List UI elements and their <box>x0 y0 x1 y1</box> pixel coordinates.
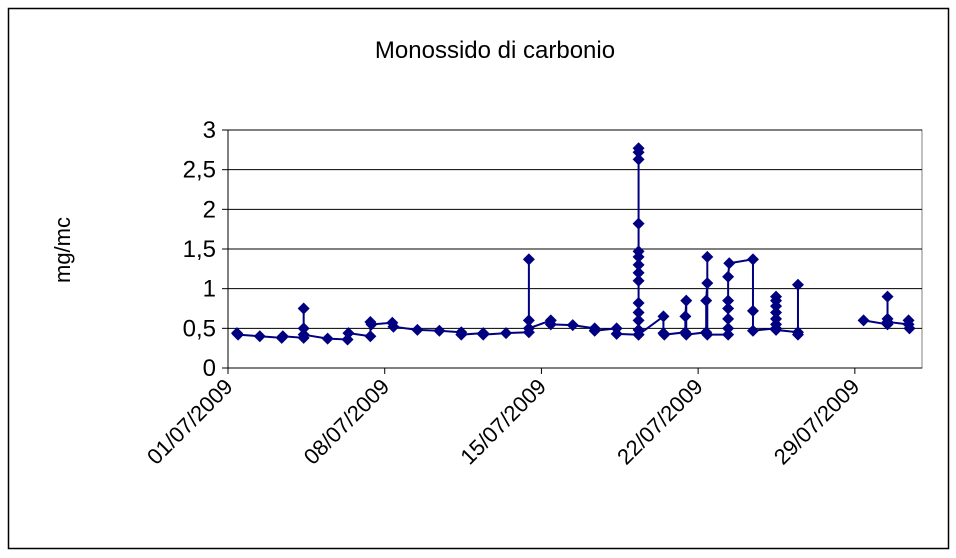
data-point <box>455 328 468 341</box>
data-point <box>722 302 735 315</box>
data-point <box>723 257 736 270</box>
data-point <box>701 277 714 290</box>
data-point <box>722 294 735 307</box>
y-tick-label: 0 <box>203 355 216 382</box>
data-point <box>411 323 424 336</box>
data-point <box>500 327 513 340</box>
data-point <box>791 278 804 291</box>
data-point <box>433 324 446 337</box>
data-point <box>657 310 670 323</box>
data-point <box>791 328 804 341</box>
chart-title: Monossido di carbonio <box>375 37 615 64</box>
data-point <box>680 328 693 341</box>
data-point <box>297 302 310 315</box>
data-point <box>632 306 645 319</box>
data-point <box>588 324 601 337</box>
data-point <box>770 312 783 325</box>
data-point <box>276 330 289 343</box>
data-point <box>544 318 557 331</box>
data-point <box>632 266 645 279</box>
data-point <box>232 328 245 341</box>
data-point <box>610 327 623 340</box>
y-axis-label: mg/mc <box>50 217 75 283</box>
data-point <box>903 322 916 335</box>
data-point <box>902 314 915 327</box>
data-point <box>632 250 645 263</box>
data-point <box>746 253 759 266</box>
data-point <box>632 146 645 159</box>
data-point <box>297 322 310 335</box>
data-point <box>857 314 870 327</box>
y-tick-label: 3 <box>203 117 216 144</box>
data-point <box>522 322 535 335</box>
data-point <box>770 306 783 319</box>
data-point <box>632 328 645 341</box>
data-point <box>632 258 645 271</box>
y-tick-label: 1,5 <box>183 236 216 263</box>
data-point <box>632 274 645 287</box>
data-point <box>722 312 735 325</box>
data-point <box>658 328 671 341</box>
data-point <box>746 324 759 337</box>
data-point <box>700 294 713 307</box>
data-point <box>566 319 579 332</box>
data-point <box>364 330 377 343</box>
data-point <box>746 304 759 317</box>
y-tick-label: 0,5 <box>183 315 216 342</box>
data-point <box>342 327 355 340</box>
data-point <box>632 314 645 327</box>
data-point <box>770 323 783 336</box>
data-point <box>477 328 490 341</box>
data-point <box>297 328 310 341</box>
data-point <box>701 328 714 341</box>
data-point <box>722 328 735 341</box>
data-point <box>632 296 645 309</box>
data-point <box>881 315 894 328</box>
data-point <box>522 314 535 327</box>
data-point <box>881 290 894 303</box>
data-point <box>632 153 645 166</box>
data-point <box>321 332 334 345</box>
y-tick-label: 1 <box>203 276 216 303</box>
data-point <box>701 250 714 263</box>
data-point <box>722 322 735 335</box>
data-point <box>680 294 693 307</box>
y-tick-label: 2,5 <box>183 157 216 184</box>
data-point <box>632 217 645 230</box>
data-point <box>365 318 378 331</box>
data-point <box>253 330 266 343</box>
data-point <box>679 310 692 323</box>
y-tick-label: 2 <box>203 196 216 223</box>
data-point <box>522 253 535 266</box>
data-point <box>770 290 783 303</box>
data-point <box>387 320 400 333</box>
data-point <box>722 270 735 283</box>
